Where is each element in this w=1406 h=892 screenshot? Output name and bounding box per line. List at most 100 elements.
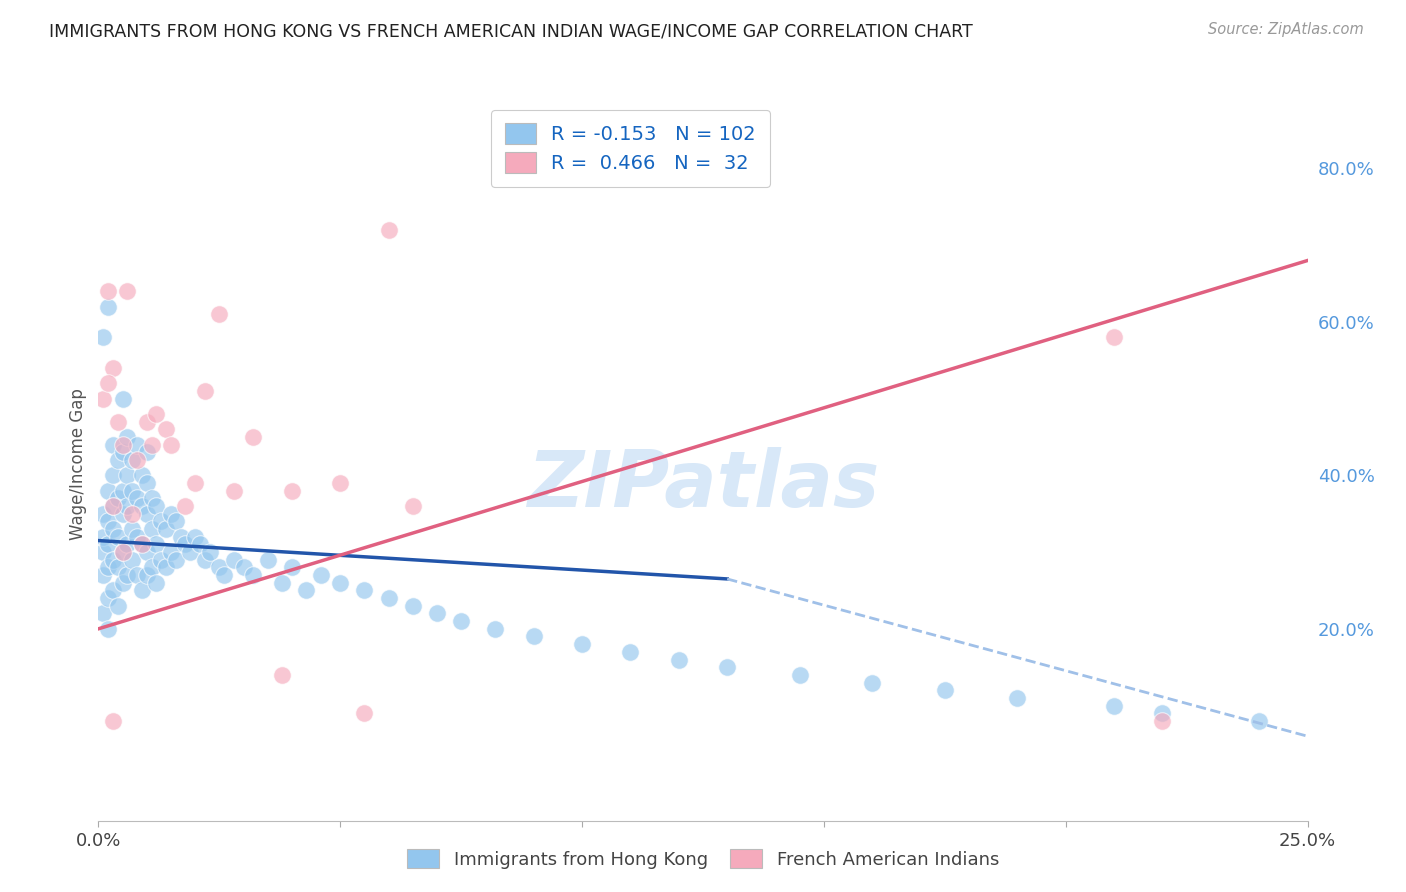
Point: [121, 483, 143, 498]
Point: [145, 537, 167, 551]
Point: [97, 537, 120, 551]
Point: [184, 530, 207, 544]
Point: [131, 499, 153, 513]
Point: [107, 599, 129, 613]
Point: [111, 545, 134, 559]
Point: [222, 553, 245, 567]
Point: [165, 515, 187, 529]
Point: [271, 668, 294, 682]
Point: [174, 537, 197, 551]
Point: [1152, 714, 1174, 728]
Point: [1249, 714, 1271, 728]
Point: [107, 560, 129, 574]
Point: [1152, 706, 1174, 721]
Point: [309, 568, 332, 582]
Point: [450, 614, 472, 628]
Point: [135, 415, 157, 429]
Point: [1102, 698, 1125, 713]
Point: [117, 568, 139, 582]
Point: [150, 553, 173, 567]
Point: [353, 583, 375, 598]
Point: [111, 483, 134, 498]
Point: [160, 545, 183, 559]
Point: [111, 575, 134, 590]
Point: [101, 468, 124, 483]
Point: [131, 583, 153, 598]
Point: [256, 553, 278, 567]
Point: [141, 491, 163, 506]
Point: [117, 284, 139, 298]
Point: [484, 622, 506, 636]
Point: [295, 583, 318, 598]
Point: [101, 553, 124, 567]
Point: [860, 675, 883, 690]
Point: [101, 437, 124, 451]
Point: [184, 476, 207, 491]
Point: [117, 430, 139, 444]
Point: [155, 522, 177, 536]
Point: [523, 630, 546, 644]
Point: [117, 537, 139, 551]
Point: [111, 437, 134, 451]
Point: [188, 537, 211, 551]
Point: [208, 307, 231, 321]
Point: [150, 515, 173, 529]
Point: [145, 407, 167, 421]
Point: [97, 300, 120, 314]
Point: [91, 530, 114, 544]
Point: [145, 499, 167, 513]
Point: [107, 530, 129, 544]
Point: [111, 545, 134, 559]
Point: [127, 453, 149, 467]
Point: [97, 591, 120, 606]
Point: [1007, 690, 1029, 705]
Point: [174, 499, 197, 513]
Point: [145, 575, 167, 590]
Point: [141, 560, 163, 574]
Point: [97, 515, 120, 529]
Point: [101, 583, 124, 598]
Point: [135, 507, 157, 521]
Point: [160, 437, 183, 451]
Point: [135, 445, 157, 459]
Point: [127, 437, 149, 451]
Point: [91, 507, 114, 521]
Point: [377, 223, 399, 237]
Point: [232, 560, 254, 574]
Point: [242, 568, 264, 582]
Y-axis label: Wage/Income Gap: Wage/Income Gap: [69, 388, 87, 540]
Point: [131, 537, 153, 551]
Point: [281, 560, 304, 574]
Point: [402, 599, 425, 613]
Point: [141, 437, 163, 451]
Point: [716, 660, 738, 674]
Point: [101, 714, 124, 728]
Point: [111, 507, 134, 521]
Point: [91, 607, 114, 621]
Point: [426, 607, 449, 621]
Point: [121, 522, 143, 536]
Point: [101, 360, 124, 375]
Point: [117, 499, 139, 513]
Point: [127, 491, 149, 506]
Point: [97, 284, 120, 298]
Point: [194, 553, 217, 567]
Text: IMMIGRANTS FROM HONG KONG VS FRENCH AMERICAN INDIAN WAGE/INCOME GAP CORRELATION : IMMIGRANTS FROM HONG KONG VS FRENCH AMER…: [49, 22, 973, 40]
Point: [402, 499, 425, 513]
Point: [271, 575, 294, 590]
Point: [329, 476, 352, 491]
Point: [141, 522, 163, 536]
Legend: Immigrants from Hong Kong, French American Indians: Immigrants from Hong Kong, French Americ…: [399, 842, 1007, 876]
Point: [97, 483, 120, 498]
Point: [619, 645, 641, 659]
Text: Source: ZipAtlas.com: Source: ZipAtlas.com: [1208, 22, 1364, 37]
Point: [135, 568, 157, 582]
Point: [111, 392, 134, 406]
Point: [208, 560, 231, 574]
Point: [194, 384, 217, 398]
Point: [127, 530, 149, 544]
Point: [198, 545, 221, 559]
Point: [135, 476, 157, 491]
Point: [91, 545, 114, 559]
Point: [91, 392, 114, 406]
